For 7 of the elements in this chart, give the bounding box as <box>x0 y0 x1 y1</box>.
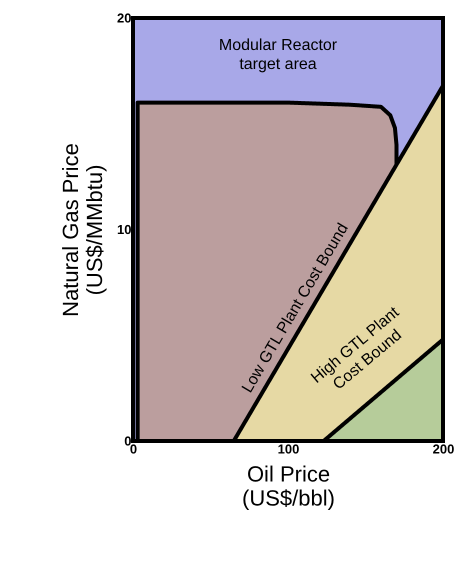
y-tick-label: 20 <box>117 10 132 26</box>
x-tick-label: 200 <box>432 442 454 456</box>
x-axis-title: Oil Price (US$/bbl) <box>242 462 335 510</box>
y-tick-label: 10 <box>117 222 132 237</box>
x-tick-label: 100 <box>278 442 300 456</box>
y-axis-title: Natural Gas Price (US$/MMbtu) <box>58 143 108 317</box>
annotation: Modular Reactor target area <box>218 37 338 73</box>
